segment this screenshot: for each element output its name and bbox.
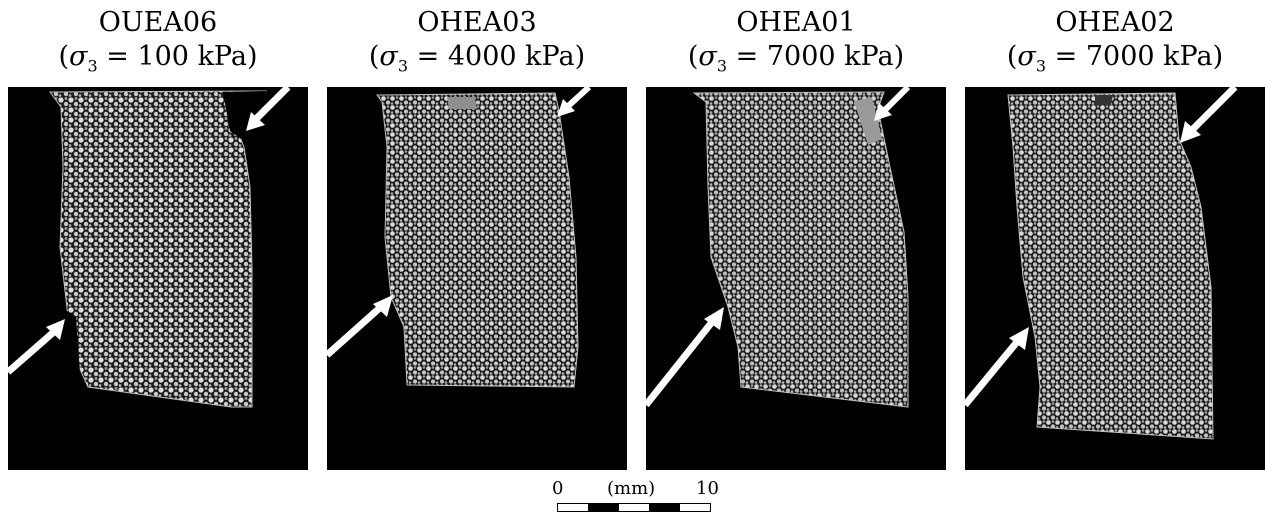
panel-oue-a06: OUEA06 (σ3 = 100 kPa) [8, 0, 308, 470]
arrow-lower [646, 314, 719, 408]
arrow-lower [8, 327, 59, 375]
scale-label-ten: 10 [696, 478, 719, 499]
panel-subtitle: (σ3 = 4000 kPa) [368, 41, 586, 76]
arrow-upper [250, 87, 291, 125]
panel-title: OHEA03 [417, 7, 537, 38]
panel-ohea01: OHEA01 (σ3 = 7000 kPa) [646, 0, 946, 470]
panel-title: OHEA01 [736, 7, 856, 38]
arrow-lower [965, 334, 1024, 408]
panel-title: OUEA06 [98, 7, 218, 38]
panel-ohea02: OHEA02 (σ3 = 7000 kPa) [965, 0, 1265, 470]
panel-subtitle: (σ3 = 100 kPa) [58, 41, 258, 76]
panel-subtitle: (σ3 = 7000 kPa) [1006, 41, 1224, 76]
scale-label-zero: 0 [552, 478, 564, 499]
ct-scan-image [327, 87, 627, 470]
ct-scan-image [965, 87, 1265, 470]
panel-title: OHEA02 [1055, 7, 1175, 38]
scale-label-unit: (mm) [607, 478, 656, 499]
ct-scan-image [646, 87, 946, 470]
panel-subtitle: (σ3 = 7000 kPa) [687, 41, 905, 76]
scale-bar: 0 (mm) 10 [540, 478, 740, 518]
arrow-upper [879, 87, 911, 116]
panel-ohea03: OHEA03 (σ3 = 4000 kPa) [327, 0, 627, 470]
arrow-upper [1186, 87, 1238, 136]
scale-bar-graphic [557, 503, 711, 512]
arrow-lower [327, 302, 386, 358]
ct-scan-image [8, 87, 308, 470]
